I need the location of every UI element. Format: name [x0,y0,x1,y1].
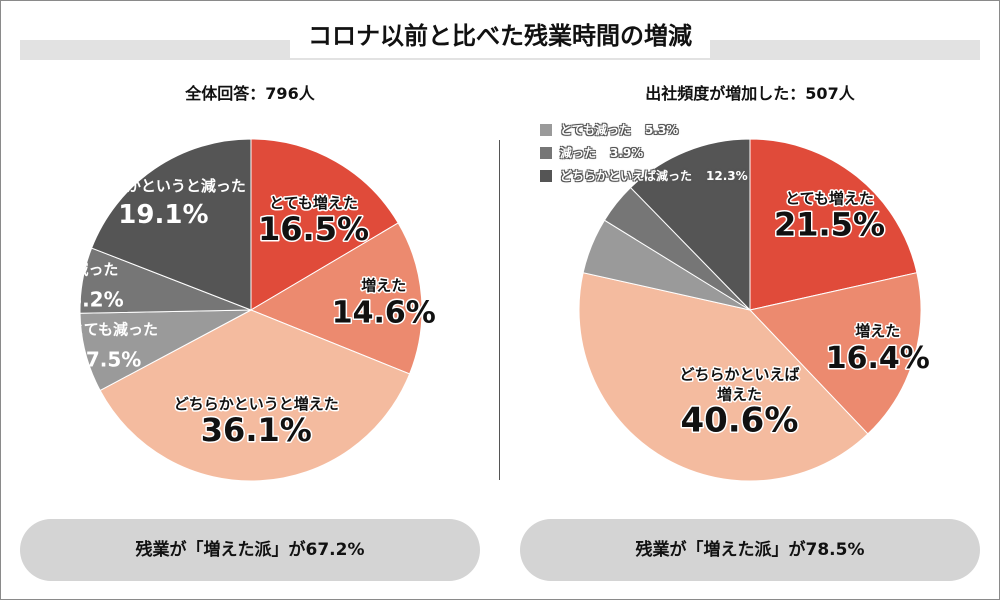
legend-label: とても減った [560,123,632,137]
pie-slice [749,138,918,311]
center-divider [499,140,500,480]
legend-label: 減った [560,146,597,160]
slice-label: とても増えた [269,194,358,212]
legend-value: 5.3% [645,122,679,137]
slice-value: 40.6% [680,400,798,440]
slice-value: 14.6% [332,296,436,331]
legend-item-very-decreased: とても減った 5.3% [540,121,678,138]
legend-value: 12.3% [706,168,748,183]
right-subtitle: 出社頻度が増加した：507人 [645,84,855,103]
slice-value: 6.2% [68,288,123,312]
chart-title: コロナ以前と比べた残業時間の増減 [290,14,710,58]
slice-label: どちらかというと増えた [174,395,339,413]
slice-value: 7.5% [86,347,141,371]
slice-label: 減った [73,261,118,279]
slice-value: 19.1% [118,200,208,230]
legend-value: 3.9% [610,145,644,160]
pie-slice [629,138,751,312]
pie-slice [250,138,399,311]
legend-swatch [540,123,552,136]
pie-slice [578,272,869,482]
left-subtitle: 全体回答：796人 [185,84,315,103]
pie-slice [249,222,423,375]
slice-label: 増えた [361,277,406,295]
slice-value: 36.1% [201,411,312,449]
legend-swatch [540,146,552,159]
slice-value: 16.4% [826,341,930,376]
slice-value: 16.5% [258,210,369,248]
legend-item-decreased: 減った 3.9% [540,144,643,161]
slice-value: 21.5% [774,205,885,243]
title-wrap: コロナ以前と比べた残業時間の増減 [0,14,1000,58]
legend-item-somewhat-decreased: どちらかといえば減った 12.3% [540,167,748,184]
slice-label: 増えた [855,322,900,340]
slice-label: どちらかといえば [679,365,799,383]
legend-label: どちらかといえば減った [560,169,693,183]
pie-slice [90,138,252,311]
pie-slice [749,272,922,435]
slice-label: どちらかというと減った [81,177,246,195]
right-summary: 残業が「増えた派」が78.5% [520,519,980,581]
pie-slice [99,309,411,482]
legend-swatch [540,169,552,182]
slice-label: とても減った [69,320,158,338]
slice-label: 増えた [717,385,762,403]
slice-label: とても増えた [785,189,874,207]
left-summary: 残業が「増えた派」が67.2% [20,519,480,581]
